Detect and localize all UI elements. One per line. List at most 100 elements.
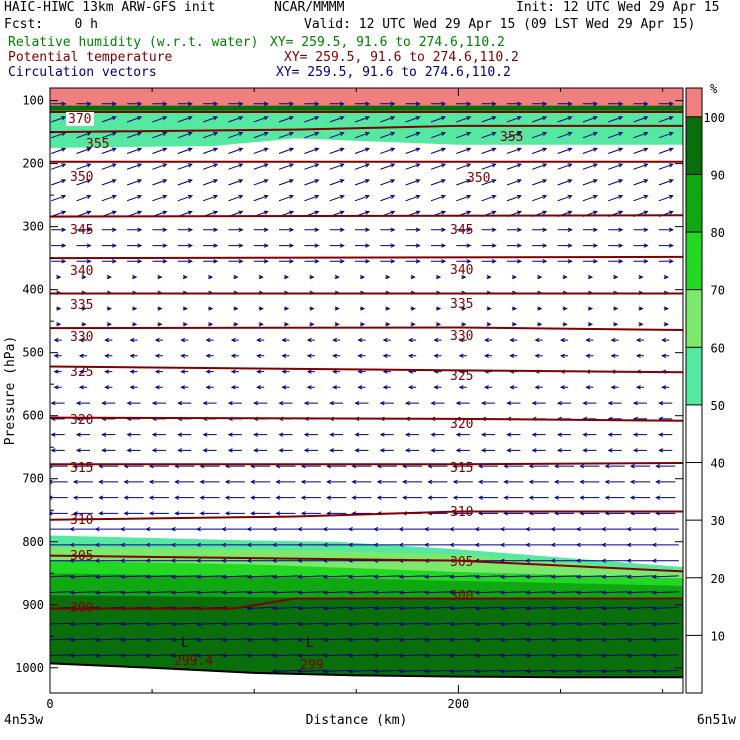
wind-vector: [127, 101, 143, 106]
wind-vector: [271, 574, 300, 579]
wind-vector: [50, 528, 72, 530]
wind-vector: [253, 147, 269, 154]
wind-vector: [587, 306, 594, 311]
wind-vector: [170, 590, 198, 595]
wind-vector: [626, 669, 654, 674]
wind-vector: [119, 621, 148, 627]
wind-vector: [253, 432, 268, 437]
wind-vector: [202, 179, 219, 186]
wind-vector: [246, 590, 274, 595]
wind-vector: [50, 654, 72, 657]
wind-vector: [101, 448, 116, 453]
wind-vector: [297, 542, 325, 548]
wind-vector: [76, 163, 92, 170]
wind-vector: [385, 274, 391, 280]
theta-contour-345: [50, 214, 683, 218]
wind-vector: [69, 637, 97, 642]
wind-vector: [601, 637, 629, 642]
wind-vector: [509, 385, 518, 390]
wind-vector: [431, 259, 447, 264]
wind-vector: [506, 101, 523, 106]
wind-vector: [69, 542, 97, 548]
wind-vector: [334, 274, 340, 280]
wind-vector: [431, 243, 447, 248]
wind-vector: [170, 653, 198, 658]
wind-vector: [503, 495, 524, 500]
wind-vector: [347, 653, 376, 658]
wind-vector: [532, 101, 548, 106]
wind-vector: [51, 194, 67, 202]
wind-vector: [256, 353, 265, 359]
wind-vector: [556, 400, 572, 406]
wind-vector: [233, 322, 239, 327]
wind-vector: [101, 259, 117, 264]
wind-vector: [195, 526, 224, 532]
wind-vector: [334, 322, 340, 327]
wind-vector: [633, 243, 649, 248]
wind-vector: [347, 590, 376, 595]
wind-vector: [101, 194, 117, 202]
wind-vector: [550, 558, 578, 563]
wind-vector: [51, 101, 67, 106]
wind-vector: [610, 353, 619, 359]
wind-vector: [380, 116, 396, 123]
wind-vector: [94, 637, 122, 642]
wind-vector: [486, 322, 492, 327]
wind-vector: [56, 274, 62, 280]
wind-vector: [281, 337, 290, 343]
wind-vector: [407, 385, 417, 390]
colorbar-swatch: [686, 347, 702, 405]
wind-vector: [423, 590, 452, 595]
wind-vector: [608, 101, 624, 106]
wind-vector: [205, 385, 214, 390]
wind-vector: [126, 163, 143, 170]
wind-vector: [632, 432, 647, 437]
wind-vector: [398, 590, 426, 595]
wind-vector: [228, 259, 244, 264]
wind-vector: [481, 131, 497, 139]
plot-area: [50, 88, 683, 693]
wind-vector: [474, 542, 502, 548]
wind-vector: [329, 194, 345, 202]
wind-vector: [550, 606, 578, 611]
wind-vector: [246, 574, 274, 579]
wind-vector: [195, 590, 224, 595]
wind-vector: [76, 243, 92, 248]
theta-contour-340: [50, 255, 683, 260]
wind-vector: [382, 385, 391, 390]
wind-vector: [537, 306, 543, 311]
wind-vector: [626, 574, 654, 579]
wind-vector: [329, 448, 344, 453]
y-tick-label: 100: [22, 94, 44, 108]
wind-vector: [373, 637, 401, 642]
wind-vector: [230, 337, 239, 343]
wind-vector: [430, 179, 447, 186]
wind-vector: [506, 432, 521, 437]
wind-vector: [481, 101, 497, 106]
vector-field: [50, 101, 679, 674]
wind-vector: [106, 322, 112, 327]
wind-vector: [661, 353, 670, 359]
wind-vector: [256, 337, 265, 343]
wind-vector: [94, 621, 122, 627]
wind-vector: [430, 163, 447, 170]
theta-label-300: 300: [450, 589, 473, 604]
wind-vector: [202, 432, 217, 437]
wind-vector: [550, 590, 578, 595]
wind-vector: [525, 653, 553, 658]
wind-vector: [532, 179, 548, 186]
wind-vector: [127, 243, 143, 248]
wind-vector: [658, 194, 674, 202]
wind-vector: [205, 353, 214, 359]
wind-vector: [182, 274, 188, 280]
wind-vector: [354, 147, 371, 154]
wind-vector: [332, 385, 341, 390]
wind-vector: [126, 432, 141, 437]
wind-vector: [380, 227, 396, 232]
wind-vector: [534, 353, 543, 359]
wind-vector: [51, 163, 67, 170]
wind-vector: [119, 637, 148, 642]
wind-vector: [354, 179, 371, 186]
theta-label-345: 345: [450, 223, 473, 238]
wind-vector: [309, 322, 315, 327]
